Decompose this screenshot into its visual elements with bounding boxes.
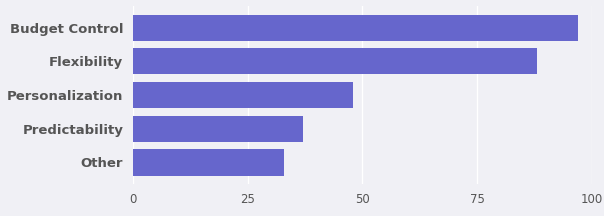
Bar — [133, 82, 353, 108]
Bar — [133, 48, 537, 75]
Bar — [133, 116, 303, 142]
Bar — [133, 149, 284, 176]
Bar — [133, 14, 578, 41]
